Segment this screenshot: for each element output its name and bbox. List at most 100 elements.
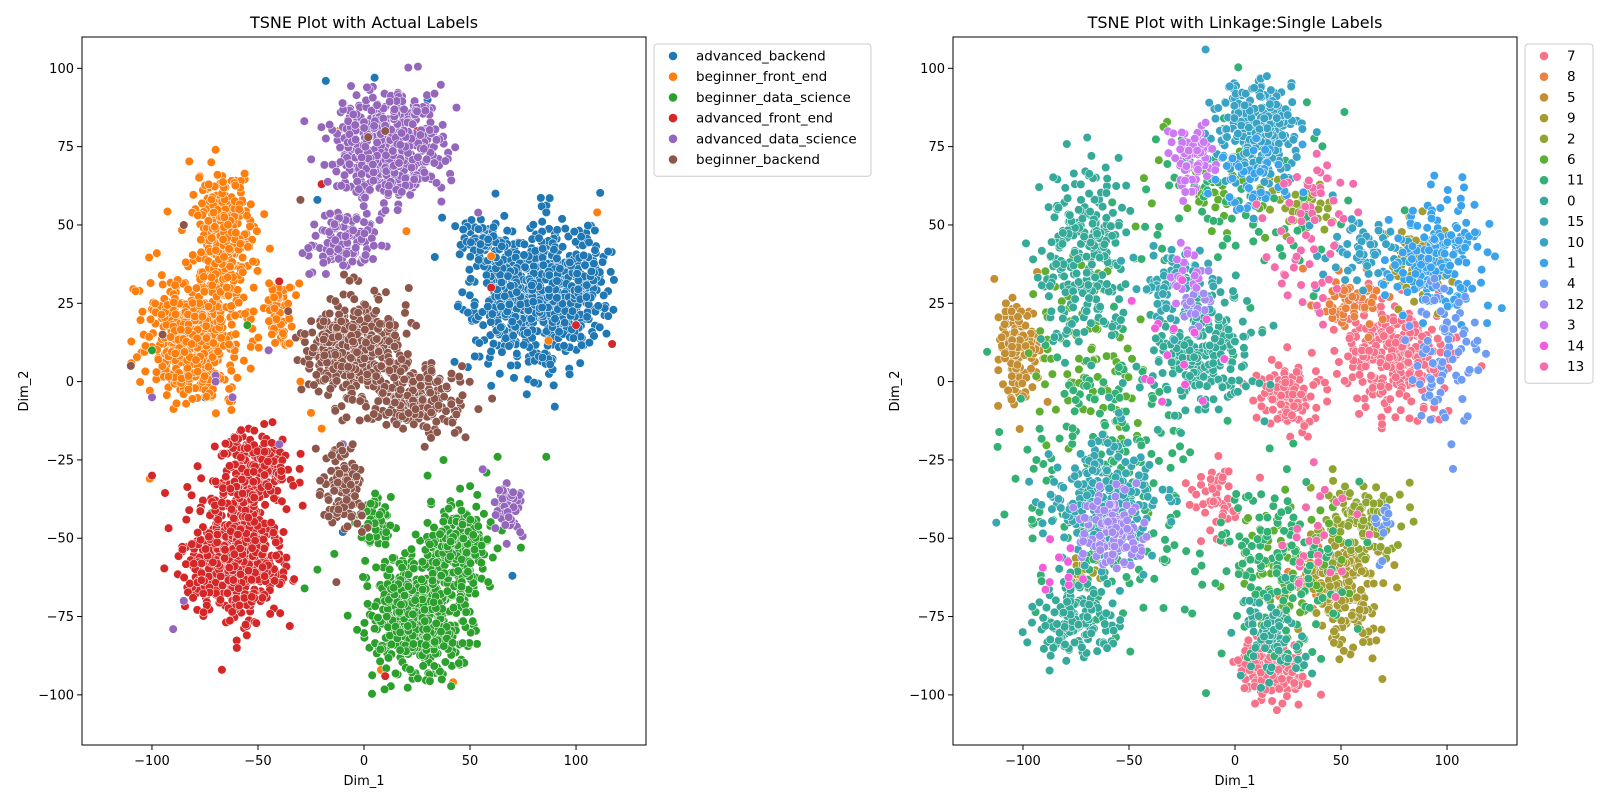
scatter-point [224,384,234,394]
scatter-point [201,333,212,343]
scatter-point [486,283,496,293]
scatter-point [265,244,275,254]
scatter-point [249,467,259,477]
scatter-point [582,312,592,322]
scatter-point [281,504,292,514]
scatter-point [457,520,468,530]
scatter-point [316,122,326,132]
scatter-point [522,328,533,338]
scatter-point [211,245,221,255]
scatter-point [451,409,461,420]
scatter-point [404,283,414,293]
scatter-point [528,220,538,230]
scatter-point [493,543,503,553]
scatter-point [259,209,269,219]
scatter-point [565,257,575,268]
scatter-point [187,298,198,308]
scatter-point [376,361,386,371]
scatter-point [225,262,235,272]
scatter-point [375,319,385,329]
scatter-point [283,299,293,309]
scatter-point [355,415,365,425]
scatter-point [497,277,507,288]
scatter-point [422,154,432,164]
scatter-point [383,653,394,663]
scatter-point [233,529,243,540]
scatter-point [474,255,484,265]
scatter-point [253,333,263,343]
scatter-point [601,329,612,339]
scatter-point [236,425,246,435]
scatter-point [462,548,472,558]
scatter-point [246,199,256,209]
scatter-point [418,395,428,405]
scatter-point [431,417,441,427]
scatter-point [374,347,384,357]
scatter-point [419,605,430,615]
scatter-point [430,637,440,647]
scatter-point [473,208,483,218]
scatter-point [163,372,174,382]
scatter-point [320,374,330,384]
scatter-point [454,658,464,668]
scatter-point [375,644,385,654]
x-axis-label: Dim_1 [343,774,384,789]
scatter-point [266,518,276,528]
scatter-point [210,441,220,452]
scatter-point [431,135,442,145]
scatter-point [147,471,157,481]
scatter-point [204,532,214,542]
scatter-point [361,250,371,260]
scatter-point [181,515,191,525]
scatter-point [424,373,434,383]
scatter-point [337,98,348,108]
scatter-point [528,297,538,307]
scatter-point [436,80,446,90]
scatter-point [431,558,441,568]
scatter-point [281,553,291,563]
scatter-point [332,376,342,386]
scatter-point [252,226,262,236]
scatter-point [460,432,471,442]
scatter-point [153,354,163,365]
scatter-point [516,543,526,553]
scatter-point [329,549,339,559]
scatter-point [212,537,222,547]
scatter-point [422,90,432,100]
scatter-point [147,392,157,402]
scatter-point [146,278,156,288]
scatter-point [487,309,497,319]
scatter-point [242,443,253,453]
scatter-point [481,270,492,280]
scatter-point [483,577,493,587]
scatter-point [229,549,239,559]
scatter-point [294,278,304,288]
scatter-point [400,308,410,318]
scatter-point [457,361,467,371]
scatter-point [543,336,554,346]
scatter-point [411,529,421,540]
scatter-point [347,256,358,267]
scatter-point [275,608,285,618]
scatter-point [369,241,379,251]
scatter-point [218,177,228,187]
scatter-point [465,252,475,262]
scatter-point [466,274,476,284]
scatter-point [579,250,589,260]
scatter-point [360,325,370,335]
scatter-point [425,125,435,135]
scatter-point [529,378,539,388]
scatter-point [309,380,319,390]
scatter-point [283,306,293,316]
scatter-point [356,169,367,179]
scatter-point [465,515,475,525]
scatter-point [457,287,467,297]
scatter-point [577,340,587,350]
scatter-point [411,321,421,331]
scatter-point [325,209,335,219]
scatter-point [242,320,252,330]
scatter-point [212,170,223,180]
scatter-point [603,311,613,321]
scatter-point [420,616,430,626]
scatter-point [586,266,597,277]
